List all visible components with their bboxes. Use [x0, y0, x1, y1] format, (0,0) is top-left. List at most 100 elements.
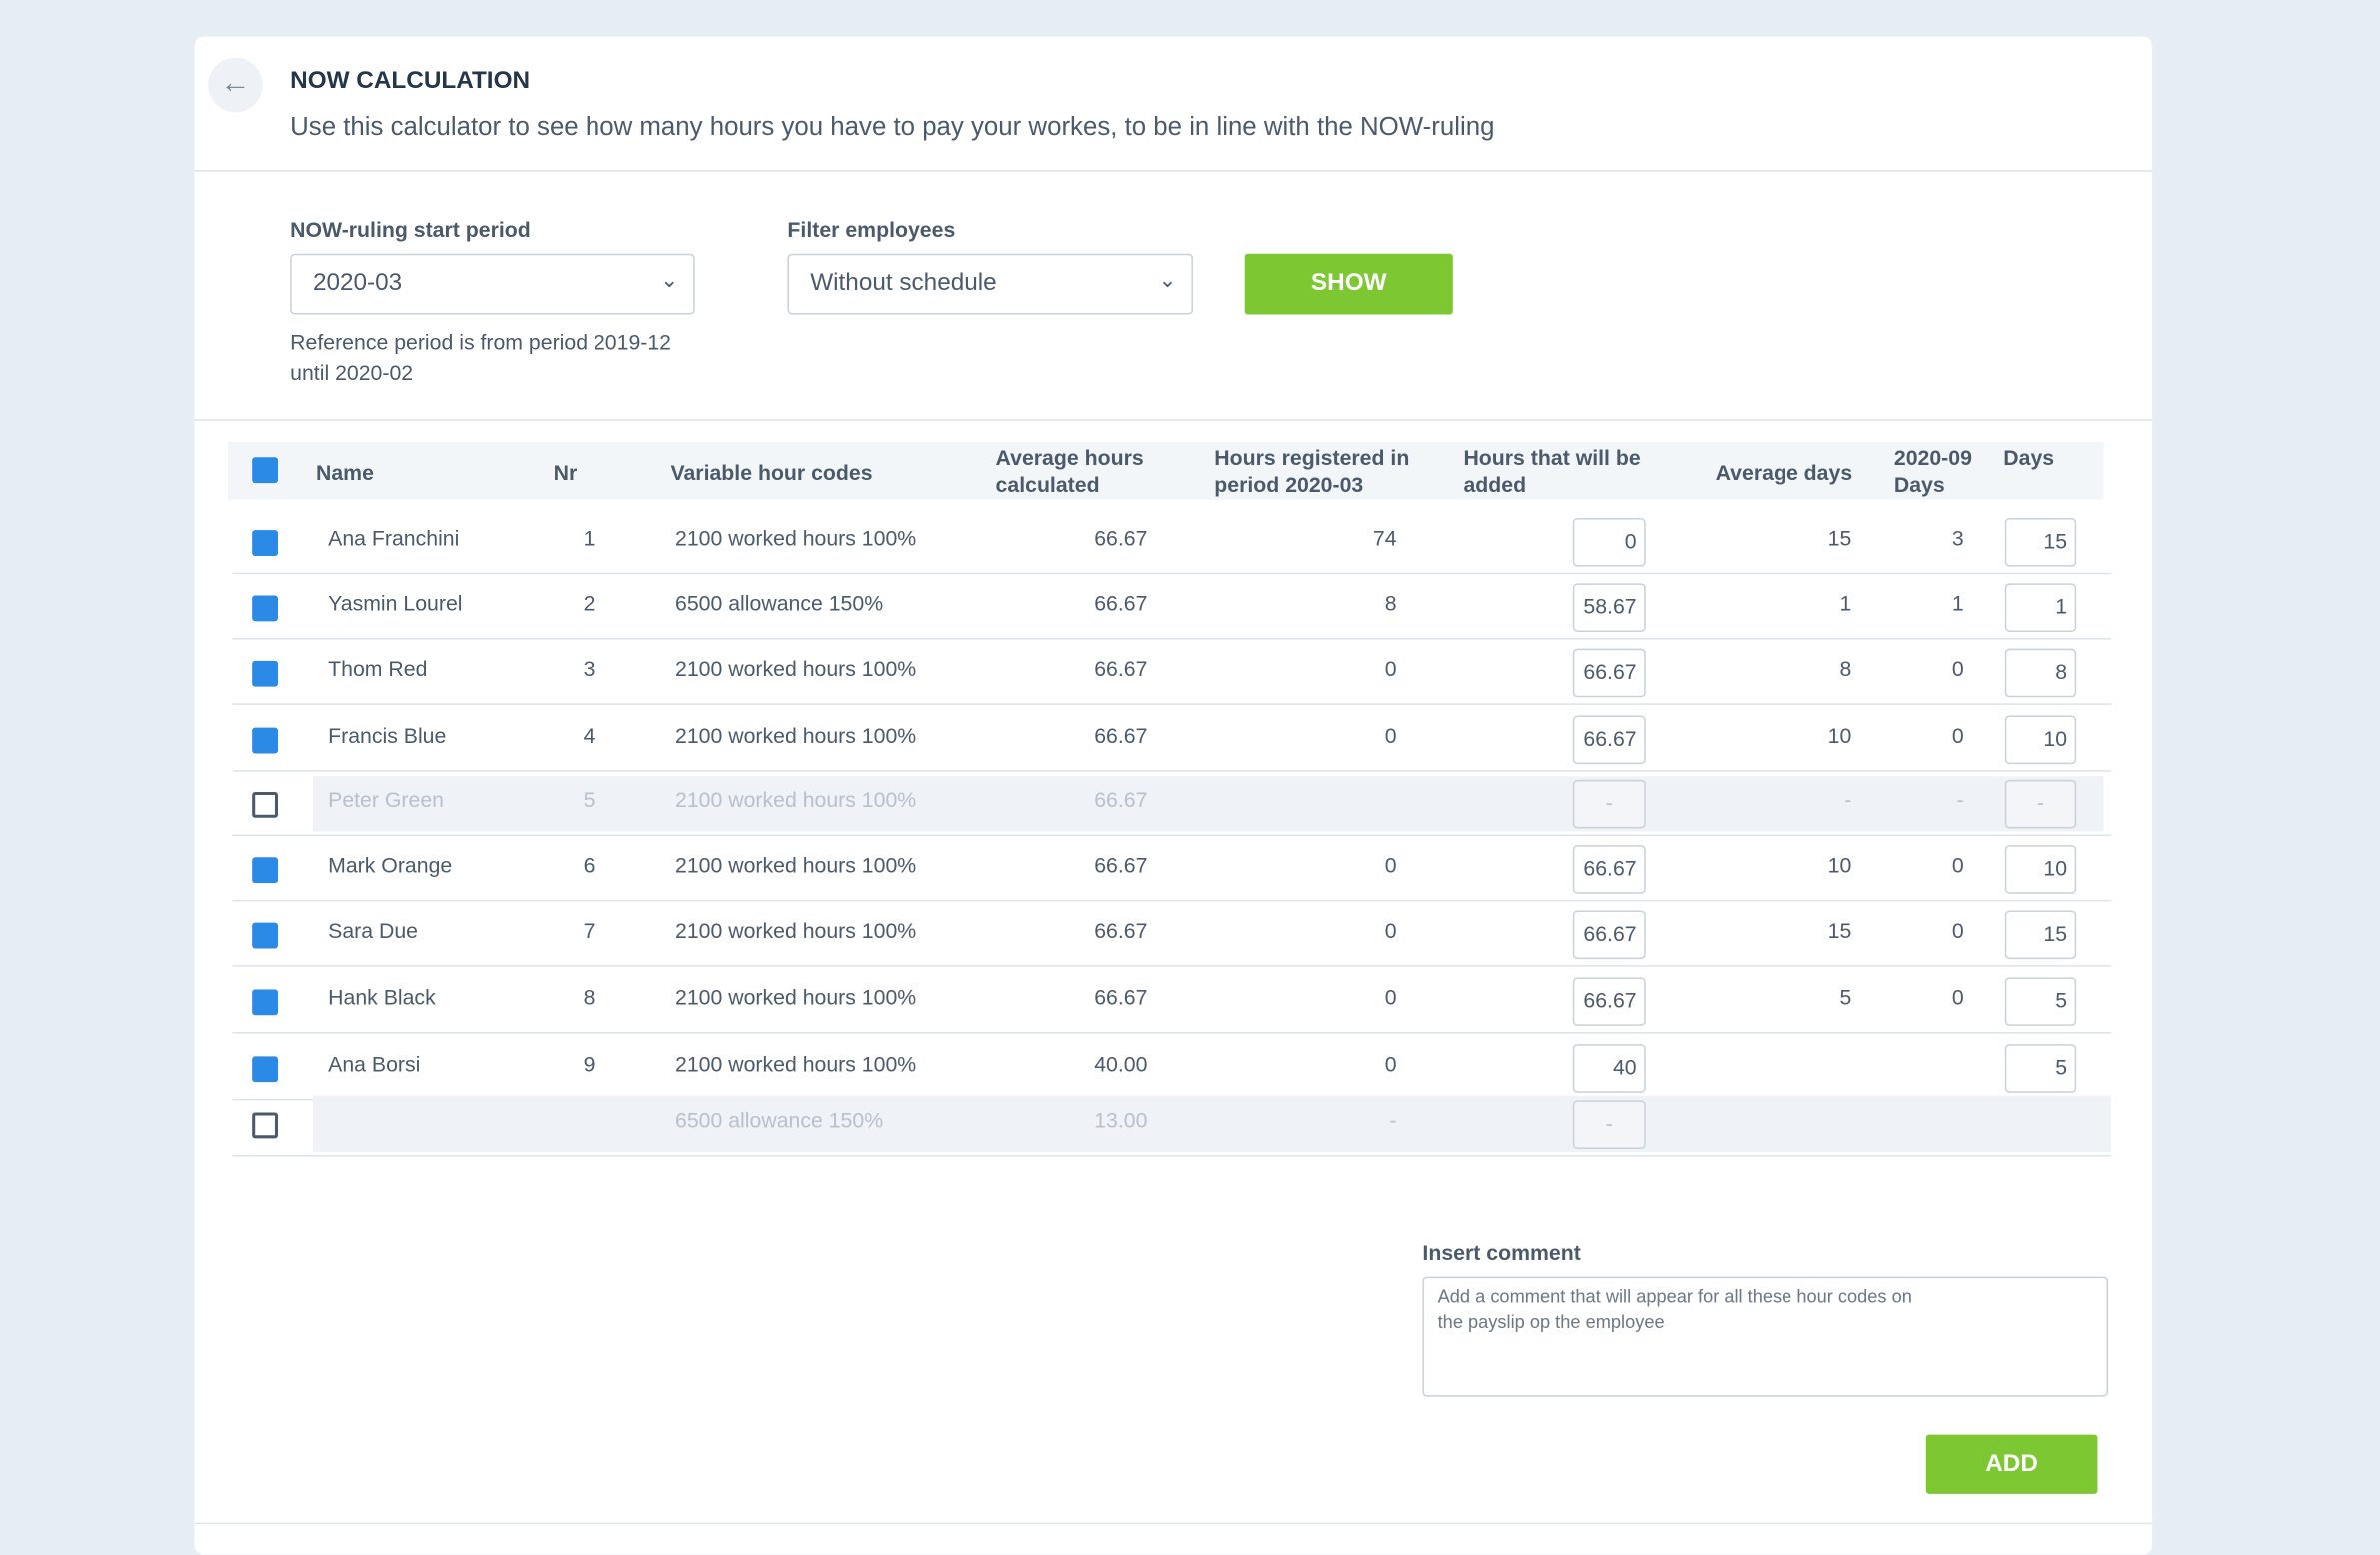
table-header	[227, 442, 2104, 500]
row-checkbox[interactable]	[252, 530, 279, 557]
cell-text: 0	[1384, 918, 1397, 943]
cell-text: Yasmin Lourel	[328, 590, 463, 616]
row-divider	[232, 834, 2112, 837]
row-checkbox[interactable]	[252, 727, 279, 754]
cell-text: Peter Green	[328, 787, 444, 812]
cell-text: 10	[2043, 855, 2068, 881]
cell-text: 66.67	[1583, 659, 1637, 684]
cell-text: 0	[1384, 984, 1397, 1010]
cell-text: 66.67	[1094, 656, 1148, 681]
cell-text: 0	[1951, 918, 1964, 943]
back-button[interactable]: ←	[208, 57, 263, 113]
row-checkbox[interactable]	[252, 989, 279, 1016]
cell-input[interactable]	[1572, 648, 1646, 698]
column-header: Hours that will be added	[1463, 445, 1641, 497]
cell-text: 1	[1839, 590, 1852, 616]
cell-text: 66.67	[1094, 787, 1148, 812]
cell-text: 2100 worked hours 100%	[675, 918, 917, 943]
cell-text: 8	[1839, 656, 1852, 681]
page-title: NOW CALCULATION	[290, 68, 531, 95]
cell-text: 0	[1384, 852, 1397, 878]
row-checkbox[interactable]	[252, 1112, 279, 1139]
cell-text: 6500 allowance 150%	[675, 1107, 884, 1133]
row-checkbox[interactable]	[252, 922, 279, 949]
cell-input	[1572, 1100, 1646, 1149]
row-divider	[232, 1032, 2112, 1034]
row-checkbox[interactable]	[252, 1056, 279, 1083]
cell-text: 66.67	[1094, 525, 1148, 550]
disabled-row-bg	[312, 1095, 2112, 1153]
cell-text: 0	[1951, 852, 1964, 878]
row-checkbox[interactable]	[252, 791, 279, 818]
comment-placeholder: Add a comment that will appear for all t…	[1437, 1285, 1912, 1333]
column-header: Name	[315, 460, 374, 485]
column-header: Nr	[553, 460, 578, 485]
cell-text: Francis Blue	[328, 723, 447, 748]
cell-text: 10	[1827, 723, 1852, 748]
cell-text: 2100 worked hours 100%	[675, 1051, 917, 1077]
cell-input[interactable]	[2004, 845, 2077, 894]
row-checkbox[interactable]	[252, 595, 279, 622]
cell-text: Sara Due	[328, 918, 418, 943]
cell-text: 74	[1372, 525, 1397, 550]
cell-input[interactable]	[1572, 910, 1646, 960]
cell-text: Ana Borsi	[328, 1051, 421, 1077]
employees-label: Filter employees	[787, 217, 956, 242]
show-button[interactable]: SHOW	[1244, 253, 1453, 315]
cell-text: 5	[2055, 1054, 2068, 1080]
chevron: ⌄	[1158, 267, 1177, 292]
column-header: Variable hour codes	[670, 460, 873, 485]
column-header: Hours registered in period 2020-03	[1214, 445, 1410, 497]
cell-text: 2	[583, 590, 595, 616]
row-divider	[232, 899, 2112, 902]
cell-text: 6500 allowance 150%	[675, 590, 884, 616]
column-header: Days	[2003, 445, 2055, 470]
cell-input[interactable]	[2004, 518, 2077, 567]
cell-text: 66.67	[1583, 987, 1637, 1013]
cell-input[interactable]	[2004, 910, 2077, 960]
cell-text: Ana Franchini	[328, 525, 460, 550]
cell-input	[2004, 779, 2077, 829]
column-header: 2020-09 Days	[1893, 445, 1972, 497]
cell-text: 3	[583, 656, 595, 681]
cell-input[interactable]	[1572, 583, 1646, 632]
cell-text: 66.67	[1094, 918, 1148, 943]
cell-text: 7	[583, 918, 595, 943]
cell-input[interactable]	[1572, 518, 1646, 567]
divider	[194, 419, 2153, 421]
cell-input[interactable]	[2004, 977, 2077, 1026]
cell-input[interactable]	[1572, 715, 1646, 765]
divider	[194, 170, 2153, 172]
cell-input[interactable]	[1572, 1044, 1646, 1093]
row-divider	[232, 965, 2112, 967]
cell-input[interactable]	[2004, 583, 2077, 632]
cell-text: 5	[583, 787, 595, 812]
cell-text: 2100 worked hours 100%	[675, 723, 917, 748]
cell-input[interactable]	[1572, 977, 1646, 1026]
row-checkbox[interactable]	[252, 857, 279, 884]
cell-text: 9	[583, 1051, 595, 1077]
add-button[interactable]: ADD	[1925, 1434, 2098, 1494]
cell-text: -	[1956, 787, 1964, 812]
disabled-row-bg	[312, 776, 2104, 832]
start-select[interactable]: 2020-03 ⌄	[290, 253, 695, 315]
cell-text: 0	[1951, 723, 1964, 748]
cell-text: 5	[2055, 987, 2068, 1013]
cell-text: 1	[583, 525, 595, 550]
cell-text: 2100 worked hours 100%	[675, 656, 917, 681]
select-all-checkbox[interactable]	[252, 457, 279, 484]
cell-text: -	[1389, 1107, 1397, 1133]
cell-text: 66.67	[1094, 723, 1148, 748]
cell-text: 0	[1384, 1051, 1397, 1077]
row-checkbox[interactable]	[252, 660, 279, 687]
employees-select[interactable]: Without schedule ⌄	[787, 253, 1194, 315]
comment-input[interactable]: Add a comment that will appear for all t…	[1422, 1276, 2109, 1397]
cell-input[interactable]	[2004, 1044, 2077, 1093]
cell-input[interactable]	[2004, 648, 2077, 698]
cell-text: 4	[583, 723, 595, 748]
cell-text: 66.67	[1094, 852, 1148, 878]
cell-text: 2100 worked hours 100%	[675, 525, 917, 550]
cell-input[interactable]	[1572, 845, 1646, 894]
cell-input[interactable]	[2004, 715, 2077, 765]
